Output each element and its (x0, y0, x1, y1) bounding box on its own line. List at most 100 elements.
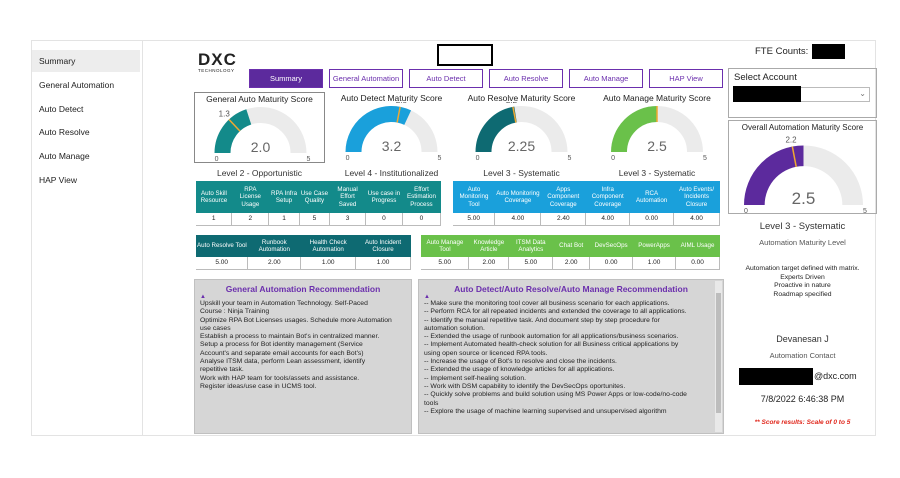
table-cell: 1 (196, 213, 233, 226)
logo-brand: DXC (198, 50, 237, 69)
recommendation-detect-panel: Auto Detect/Auto Resolve/Auto Manage Rec… (418, 279, 724, 434)
table-cell: 5.00 (453, 213, 496, 226)
col-header: Auto Monitoring Tool (453, 181, 495, 213)
overall-level-sub: Automation Maturity Level (759, 238, 846, 247)
sidebar-item-hap-view[interactable]: HAP View (39, 175, 77, 185)
table-cell: 4.00 (673, 213, 720, 226)
gauge-resolve: 2.2 2.25 0 5 (475, 102, 572, 162)
gauge-detect: 2.8 3.2 0 5 (345, 102, 442, 162)
gauge-max-label: 5 (703, 155, 707, 162)
sidebar-item-auto-manage[interactable]: Auto Manage (39, 151, 90, 161)
gauge-title: General Auto Maturity Score (206, 94, 313, 104)
col-header: RPA License Usage (231, 181, 269, 213)
gauge-manage: 2.5 2.5 0 5 (611, 102, 707, 162)
gauge-target-marker (396, 106, 401, 123)
col-header: Effort Estimation Process (402, 181, 441, 213)
col-header: Auto Monitoring Coverage (494, 181, 541, 213)
gauge-card-manage: Auto Manage Maturity Score 2.5 2.5 0 5 (590, 92, 724, 163)
account-select-card (728, 68, 877, 118)
col-header: Apps Component Coverage (540, 181, 586, 213)
tab-auto-resolve[interactable]: Auto Resolve (489, 69, 563, 88)
table-cell: 1 (268, 213, 300, 226)
gauge-card-general: General Auto Maturity Score 1.3 2.0 0 5 (194, 92, 325, 163)
collapse-arrow-icon[interactable]: ▲ (200, 294, 206, 300)
fte-count-label: FTE Counts: (755, 46, 809, 57)
scale-note: ** Score results: Scale of 0 to 5 (754, 419, 851, 426)
refresh-datetime: 7/8/2022 6:46:38 PM (760, 394, 845, 404)
gauge-target-marker (791, 146, 797, 167)
level-resolve: Level 3 - Systematic (483, 168, 560, 178)
select-account-label: Select Account (734, 72, 797, 83)
redacted-fte-count (812, 44, 845, 59)
col-header: AIML Usage (675, 235, 720, 257)
col-header: Auto Events/ Incidents Closure (673, 181, 720, 213)
table-cell: 0.00 (589, 257, 634, 270)
overall-score-card: Overall Automation Maturity Score 2.2 2.5… (728, 120, 877, 215)
tab-hap-view[interactable]: HAP View (649, 69, 723, 88)
table-cell: 2.40 (540, 213, 587, 226)
recommendation-text: -- Make sure the monitoring tool cover a… (424, 300, 687, 415)
table-cell: 1.00 (355, 257, 411, 270)
contact-email-domain: @dxc.com (814, 371, 857, 381)
col-header: ITSM Data Analytics (508, 235, 553, 257)
table-cell: 5.00 (196, 257, 249, 270)
tab-auto-manage[interactable]: Auto Manage (569, 69, 643, 88)
gauge-max-label: 5 (438, 155, 442, 162)
gauge-fill (611, 106, 658, 153)
scrollbar[interactable] (715, 281, 722, 432)
gauge-max-label: 5 (307, 156, 311, 163)
gauge-min-label: 0 (215, 156, 219, 163)
contact-role: Automation Contact (769, 351, 836, 360)
table-cell: 5.00 (421, 257, 470, 270)
table-auto-detect: Auto Monitoring Tool Auto Monitoring Cov… (453, 181, 720, 226)
tab-summary[interactable]: Summary (249, 69, 323, 88)
gauge-max-label: 5 (863, 208, 867, 215)
gauge-value: 2.5 (792, 189, 816, 208)
gauge-value: 2.0 (251, 139, 271, 155)
sidebar-item-summary[interactable]: Summary (32, 50, 140, 72)
table-cell: 0.00 (629, 213, 675, 226)
gauge-target-label: 2.2 (785, 136, 797, 145)
table-cell: 3 (329, 213, 366, 226)
contact-name: Devanesan J (776, 334, 829, 344)
level-detect: Level 4 - Institutionalized (344, 168, 439, 178)
sidebar-nav (31, 40, 143, 436)
redacted-account (733, 86, 801, 102)
table-cell: 5.00 (508, 257, 554, 270)
tab-auto-detect[interactable]: Auto Detect (409, 69, 483, 88)
gauge-target-marker (512, 106, 517, 123)
gauge-title: Auto Manage Maturity Score (603, 93, 711, 103)
dxc-logo: DXC TECHNOLOGY (198, 50, 242, 76)
gauge-value: 2.25 (508, 138, 535, 154)
redacted-account-name (437, 44, 493, 66)
gauge-target-label: 2.2 (506, 102, 518, 105)
col-header: Health Check Automation (300, 235, 356, 257)
redacted-email (739, 368, 813, 385)
table-cell: 0 (402, 213, 442, 226)
sidebar-item-auto-detect[interactable]: Auto Detect (39, 104, 84, 114)
col-header: Auto Manage Tool (421, 235, 469, 257)
sidebar-item-auto-resolve[interactable]: Auto Resolve (39, 127, 90, 137)
chevron-down-icon: ⌄ (859, 89, 866, 98)
col-header: DevSecOps (589, 235, 633, 257)
table-cell: 1.00 (632, 257, 677, 270)
col-header: RPA Infra Setup (268, 181, 300, 213)
recommendation-title: General Automation Recommendation (225, 284, 381, 294)
gauge-value: 3.2 (382, 138, 402, 154)
col-header: RCA Automation (629, 181, 674, 213)
tab-general-automation[interactable]: General Automation (329, 69, 403, 88)
collapse-arrow-icon[interactable]: ▲ (424, 294, 430, 300)
logo-sub: TECHNOLOGY (198, 68, 235, 73)
level-manage: Level 3 - Systematic (618, 168, 696, 178)
gauge-target-label: 2.5 (651, 102, 663, 104)
table-auto-resolve: Auto Resolve Tool Runbook Automation Hea… (196, 235, 411, 270)
col-header: PowerApps (632, 235, 676, 257)
overall-level: Level 3 - Systematic (759, 221, 846, 232)
table-cell: 0.00 (675, 257, 720, 270)
recommendation-text: Upskill your team in Automation Technolo… (200, 300, 392, 390)
sidebar-item-general-automation[interactable]: General Automation (39, 80, 115, 90)
table-cell: 2 (231, 213, 270, 226)
scrollbar-thumb[interactable] (716, 293, 721, 413)
table-cell: 4.00 (494, 213, 542, 226)
table-auto-manage: Auto Manage Tool Knowledge Article ITSM … (421, 235, 720, 270)
